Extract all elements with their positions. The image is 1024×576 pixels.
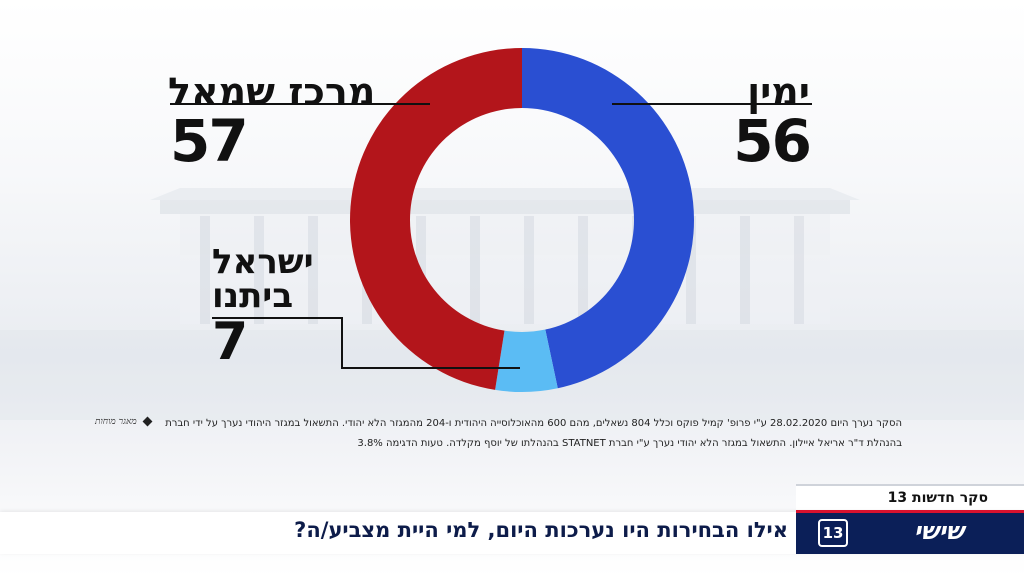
poll-tag: סקר חדשות 13: [796, 484, 1024, 512]
background-column: [200, 216, 210, 324]
pollster-credit: מאגר מוחות: [95, 416, 153, 427]
background-column: [740, 216, 750, 324]
label-yisrael-beytenu-line2: ביתנו: [212, 276, 294, 316]
label-right-bloc: ימין: [747, 70, 810, 114]
background-column: [308, 216, 318, 324]
slice-right-bloc: [522, 48, 695, 389]
footnote-line-1: הסקר נערך היום 28.02.2020 ע"י פרופ' קמיל…: [165, 418, 902, 429]
background-column: [524, 216, 534, 324]
background-column: [794, 216, 804, 324]
label-yisrael-beytenu-line1: ישראל: [212, 242, 314, 282]
channel-brand: שישי 13: [796, 510, 1024, 554]
leader-line-yisrael-beytenu: [212, 317, 520, 369]
pollster-logo-icon: [142, 416, 153, 427]
label-center-left-bloc: מרכז שמאל: [168, 70, 376, 114]
brand-name: שישי: [913, 517, 964, 545]
footnote-line-2: בהנהלת ד"ר אריאל איילון. התשאול במגזר הל…: [357, 438, 902, 449]
channel-13-logo-icon: 13: [818, 519, 848, 547]
poll-question: אילו הבחירות היו נערכות היום, למי היית מ…: [294, 518, 788, 542]
poll-tag-text: סקר חדשות 13: [887, 490, 988, 506]
slice-center-left-bloc: [350, 48, 522, 390]
poll-methodology-note: הסקר נערך היום 28.02.2020 ע"י פרופ' קמיל…: [120, 414, 902, 454]
value-center-left-bloc: 57: [170, 107, 249, 175]
pollster-credit-text: מאגר מוחות: [95, 417, 137, 427]
background-column: [578, 216, 588, 324]
background-column: [254, 216, 264, 324]
value-right-bloc: 56: [733, 107, 812, 175]
slice-yisrael-beytenu: [495, 329, 558, 392]
background-column: [470, 216, 480, 324]
value-yisrael-beytenu: 7: [212, 312, 248, 372]
background-column: [686, 216, 696, 324]
